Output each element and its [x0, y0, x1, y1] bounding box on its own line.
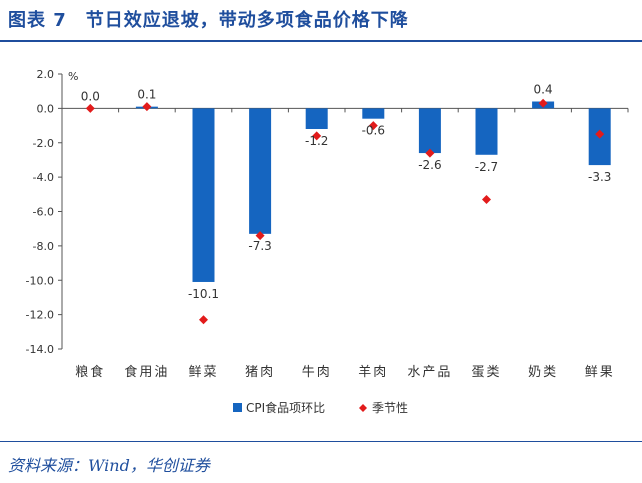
bars [135, 101, 611, 282]
x-category-label: 食用油 [124, 364, 169, 380]
y-axis-unit: % [68, 70, 78, 83]
bar-data-label: -7.3 [248, 239, 271, 253]
axes: 2.0 0.0 -2.0 -4.0 -6.0 -8.0 -10.0 -12.0 -14.0% 粮食… [26, 68, 629, 380]
x-category-label: 粮食 [75, 364, 105, 380]
seasonal-marker-9 [538, 98, 548, 108]
cpi-bar-7 [418, 108, 441, 154]
bar-data-label: -0.6 [362, 124, 385, 138]
data-labels: 0.0 0.1 -10.1 -7.3 -1.2 -0.6 -2.6 -2.7 0.4 -3.3 [81, 83, 612, 301]
seasonal-marker-3 [199, 315, 208, 325]
bar-data-label: -3.3 [588, 170, 611, 184]
y-tick-label: -14.0 [26, 343, 54, 356]
legend-label-bar: CPI食品项环比 [246, 400, 325, 415]
seasonal-marker-2 [142, 102, 152, 112]
bar-data-label: -10.1 [188, 287, 219, 301]
y-tick-label: -4.0 [33, 171, 54, 184]
seasonal-marker-10 [595, 129, 605, 139]
figure-header: 图表 7 节日效应退坡，带动多项食品价格下降 [0, 0, 642, 42]
footer-divider [0, 441, 642, 442]
bar-data-label: 0.4 [534, 83, 553, 97]
seasonal-marker-7 [425, 148, 435, 158]
bar-data-label: 0.0 [81, 89, 100, 103]
seasonal-marker-4 [255, 231, 265, 241]
cpi-bar-5 [305, 108, 328, 129]
bar-data-label: -1.2 [305, 134, 328, 148]
chart-container: 2.0 0.0 -2.0 -4.0 -6.0 -8.0 -10.0 -12.0 -14.0% 粮食… [0, 52, 642, 432]
y-tick-label: -8.0 [33, 240, 54, 253]
y-tick-label: -10.0 [26, 274, 54, 287]
x-category-label: 牛肉 [302, 365, 332, 380]
y-tick-label: -6.0 [33, 206, 54, 219]
y-tick-label: 2.0 [37, 68, 55, 81]
x-category-label: 猪肉 [245, 365, 275, 380]
legend-swatch-bar [233, 403, 242, 412]
bar-data-label: -2.7 [475, 160, 498, 174]
seasonal-marker-1 [85, 103, 95, 113]
x-category-label: 水产品 [407, 365, 452, 380]
seasonal-marker-6 [368, 121, 378, 131]
y-tick-label: 0.0 [37, 102, 55, 115]
source-note: 资料来源：Wind，华创证券 [8, 456, 210, 475]
cpi-bar-8 [475, 108, 498, 155]
legend-swatch-marker [359, 404, 367, 412]
figure-title: 图表 7 节日效应退坡，带动多项食品价格下降 [8, 10, 409, 31]
bar-chart: 2.0 0.0 -2.0 -4.0 -6.0 -8.0 -10.0 -12.0 -14.0% 粮食… [26, 68, 629, 415]
y-tick-label: -2.0 [33, 137, 54, 150]
cpi-bar-6 [362, 108, 385, 119]
x-category-label: 奶类 [528, 365, 558, 380]
x-category-label: 蛋类 [471, 365, 501, 380]
seasonal-markers [85, 98, 605, 325]
y-tick-label: -12.0 [26, 309, 54, 322]
seasonal-marker-8 [482, 194, 491, 204]
x-category-label: 鲜菜 [188, 365, 218, 380]
legend-label-marker: 季节性 [372, 401, 408, 415]
cpi-bar-3 [192, 108, 215, 282]
cpi-bar-4 [249, 108, 272, 234]
bar-data-label: -2.6 [418, 158, 441, 172]
bar-data-label: 0.1 [137, 88, 156, 102]
title-divider [0, 40, 642, 42]
x-category-label: 羊肉 [358, 364, 388, 380]
x-category-label: 鲜果 [585, 365, 615, 380]
legend: CPI食品项环比 季节性 [233, 400, 408, 415]
seasonal-marker-5 [312, 131, 322, 141]
